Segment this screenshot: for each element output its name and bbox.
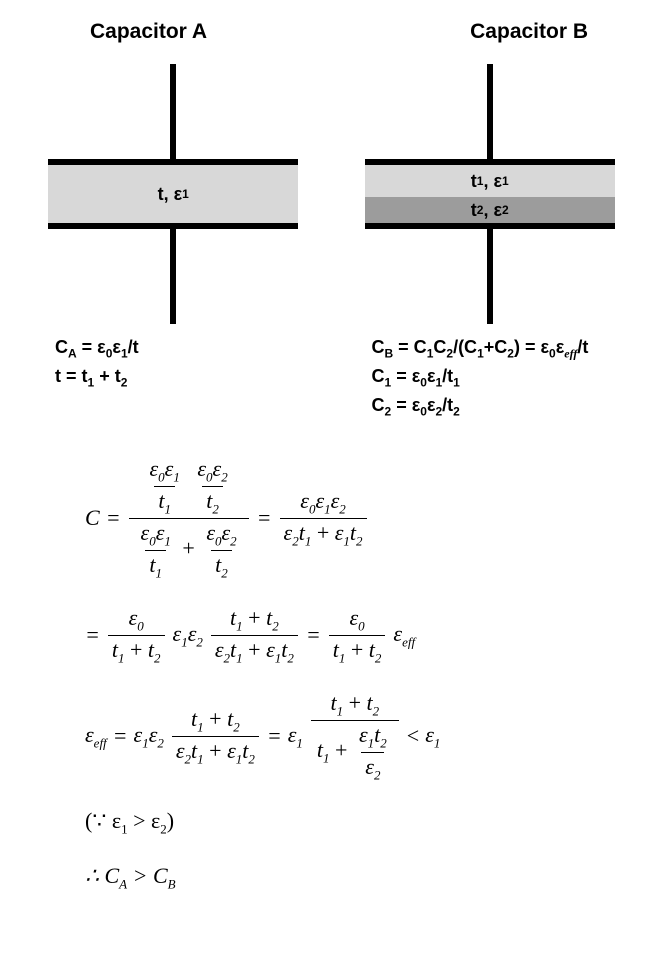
sym-C: C bbox=[85, 505, 100, 531]
capB-equations: CB = C1C2/(C1+C2) = ε0εeff/t C1 = ε0ε1/t… bbox=[347, 334, 634, 422]
derivation-block: C = ε0ε1t1 ε0ε2t2 ε0ε1t1 + ε0ε2t2 = ε0ε1… bbox=[30, 457, 633, 893]
derivation-line-5: ∴ CA > CB bbox=[85, 863, 633, 892]
frac1b: ε0ε1ε2 ε2t1 + ε1t2 bbox=[280, 489, 367, 548]
capacitor-a-diagram: t, ε1 bbox=[43, 64, 303, 324]
sym-eps-eff: εeff bbox=[393, 621, 415, 650]
frac3b: t1 + t2 t1 + ε1t2 ε2 bbox=[311, 691, 399, 782]
capB-plates: t1, ε1 t2, ε2 bbox=[365, 159, 615, 229]
capB-eq-1: CB = C1C2/(C1+C2) = ε0εeff/t bbox=[372, 334, 634, 363]
derivation-line-2: = ε0 t1 + t2 ε1ε2 t1 + t2 ε2t1 + ε1t2 = … bbox=[85, 606, 633, 665]
frac2b: t1 + t2 ε2t1 + ε1t2 bbox=[211, 606, 298, 665]
capA-equations: CA = ε0ε1/t t = t1 + t2 bbox=[30, 334, 317, 422]
because-clause: (∵ ε1 > ε2) bbox=[85, 808, 174, 837]
frac2a: ε0 t1 + t2 bbox=[108, 606, 165, 665]
capA-plates: t, ε1 bbox=[48, 159, 298, 229]
page: Capacitor A Capacitor B t, ε1 t1, ε1 t2,… bbox=[0, 0, 663, 973]
capA-eq-2: t = t1 + t2 bbox=[55, 363, 317, 392]
capacitor-b-column: t1, ε1 t2, ε2 bbox=[347, 64, 634, 324]
capacitor-b-diagram: t1, ε1 t2, ε2 bbox=[360, 64, 620, 324]
derivation-line-1: C = ε0ε1t1 ε0ε2t2 ε0ε1t1 + ε0ε2t2 = ε0ε1… bbox=[85, 457, 633, 580]
therefore-clause: ∴ CA > CB bbox=[85, 863, 176, 892]
frac3a: t1 + t2 ε2t1 + ε1t2 bbox=[172, 707, 259, 766]
frac1a: ε0ε1t1 ε0ε2t2 ε0ε1t1 + ε0ε2t2 bbox=[129, 457, 249, 580]
capB-lead-top bbox=[487, 64, 493, 159]
titles-row: Capacitor A Capacitor B bbox=[30, 20, 633, 44]
capB-dielectric-layer-1: t1, ε1 bbox=[365, 165, 615, 197]
capacitor-a-column: t, ε1 bbox=[30, 64, 317, 324]
capA-lead-top bbox=[170, 64, 176, 159]
capB-eq-3: C2 = ε0ε2/t2 bbox=[372, 392, 634, 421]
derivation-line-4: (∵ ε1 > ε2) bbox=[85, 808, 633, 837]
title-capacitor-b: Capacitor B bbox=[470, 20, 588, 44]
capB-eq-2: C1 = ε0ε1/t1 bbox=[372, 363, 634, 392]
capB-lead-bottom bbox=[487, 229, 493, 324]
capA-eq-1: CA = ε0ε1/t bbox=[55, 334, 317, 363]
title-capacitor-a: Capacitor A bbox=[90, 20, 207, 44]
derivation-line-3: εeff = ε1ε2 t1 + t2 ε2t1 + ε1t2 = ε1 t1 … bbox=[85, 691, 633, 782]
capacitors-row: t, ε1 t1, ε1 t2, ε2 bbox=[30, 64, 633, 324]
capA-lead-bottom bbox=[170, 229, 176, 324]
capA-dielectric-layer: t, ε1 bbox=[48, 165, 298, 223]
capB-dielectric-layer-2: t2, ε2 bbox=[365, 197, 615, 223]
frac2c: ε0 t1 + t2 bbox=[329, 606, 386, 665]
diagram-equations-row: CA = ε0ε1/t t = t1 + t2 CB = C1C2/(C1+C2… bbox=[30, 334, 633, 422]
